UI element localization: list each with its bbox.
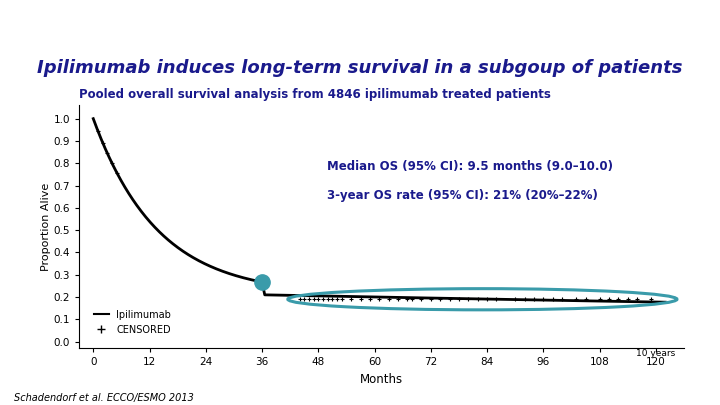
Text: Schadendorf et al. ECCO/ESMO 2013: Schadendorf et al. ECCO/ESMO 2013 xyxy=(14,393,194,403)
Text: Median OS (95% CI): 9.5 months (9.0–10.0): Median OS (95% CI): 9.5 months (9.0–10.0… xyxy=(327,160,613,173)
Text: 10 years: 10 years xyxy=(636,349,675,358)
Text: Ipilimumab induces long-term survival in a subgoup of patients: Ipilimumab induces long-term survival in… xyxy=(37,59,683,77)
Legend: Ipilimumab, CENSORED: Ipilimumab, CENSORED xyxy=(90,306,175,339)
Y-axis label: Proportion Alive: Proportion Alive xyxy=(41,183,51,271)
X-axis label: Months: Months xyxy=(360,373,403,386)
Text: 3-year OS rate (95% CI): 21% (20%–22%): 3-year OS rate (95% CI): 21% (20%–22%) xyxy=(327,189,598,202)
Text: Pooled overall survival analysis from 4846 ipilimumab treated patients: Pooled overall survival analysis from 48… xyxy=(79,88,551,101)
